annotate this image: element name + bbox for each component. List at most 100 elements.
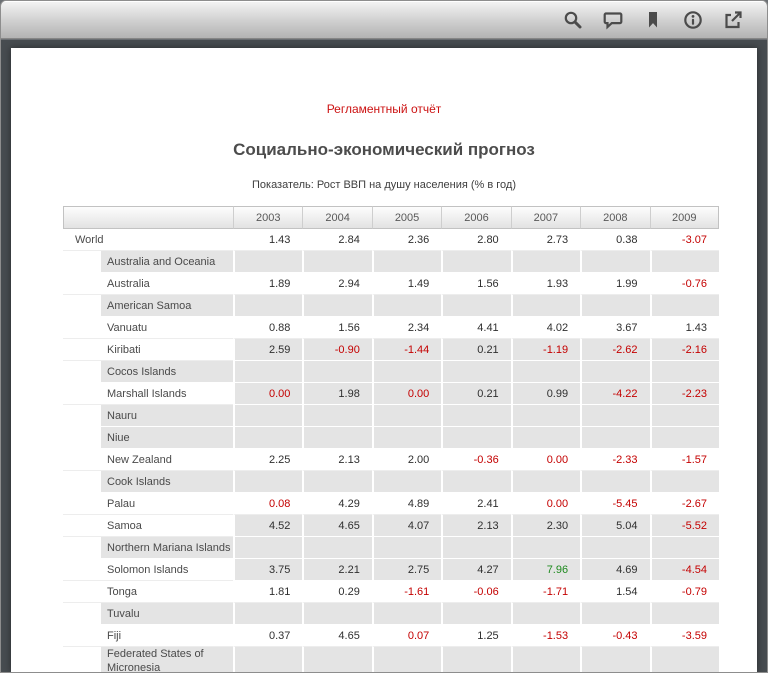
value-cell [371, 427, 442, 449]
value-cell: 1.54 [580, 581, 650, 603]
value-cell: -2.16 [649, 339, 719, 361]
row-label[interactable]: Marshall Islands [63, 383, 233, 405]
value-cell [302, 471, 372, 493]
value-cell: 0.88 [233, 317, 303, 339]
value-cell: -1.44 [371, 339, 442, 361]
value-cell: 1.56 [441, 273, 511, 295]
value-cell: 0.29 [302, 581, 372, 603]
value-cell: 0.00 [233, 383, 303, 405]
value-cell [233, 537, 303, 559]
value-cell: -3.59 [649, 625, 719, 647]
row-label[interactable]: Australia [63, 273, 233, 295]
value-cell [233, 361, 303, 383]
row-label[interactable]: Cook Islands [63, 471, 233, 493]
search-icon[interactable] [559, 6, 587, 34]
report-kicker: Регламентный отчёт [326, 102, 442, 116]
value-cell: 4.65 [302, 625, 372, 647]
value-cell: 7.96 [510, 559, 581, 581]
row-label[interactable]: New Zealand [63, 449, 233, 471]
value-cell [510, 427, 581, 449]
row-label[interactable]: Palau [63, 493, 233, 515]
row-label[interactable]: Tonga [63, 581, 233, 603]
value-cell: -0.79 [649, 581, 719, 603]
row-label[interactable]: Vanuatu [63, 317, 233, 339]
value-cell: 4.52 [233, 515, 303, 537]
value-cell [441, 537, 511, 559]
value-cell: 2.00 [371, 449, 442, 471]
value-cell [580, 361, 650, 383]
row-label[interactable]: Northern Mariana Islands [63, 537, 233, 559]
table-row: Tuvalu [63, 603, 719, 625]
table-body: World 1.43 2.84 2.36 2.80 2.73 0.38 -3.07 Austra… [63, 229, 719, 672]
row-label[interactable]: Tuvalu [63, 603, 233, 625]
value-cell: 0.21 [441, 383, 511, 405]
row-label[interactable]: Fiji [63, 625, 233, 647]
export-icon[interactable] [719, 6, 747, 34]
row-label[interactable]: Australia and Oceania [63, 251, 233, 273]
value-cell [580, 471, 650, 493]
data-table: 2003 2004 2005 2006 2007 2008 2009 World 1.43 2.… [63, 206, 719, 672]
value-cell [580, 647, 650, 672]
row-label[interactable]: American Samoa [63, 295, 233, 317]
row-label[interactable]: Nauru [63, 405, 233, 427]
value-cell [580, 405, 650, 427]
value-cell: 3.75 [233, 559, 303, 581]
row-label[interactable]: Niue [63, 427, 233, 449]
year-header: 2008 [580, 206, 650, 229]
value-cell: -0.36 [441, 449, 511, 471]
bookmark-icon[interactable] [639, 6, 667, 34]
value-cell: 2.13 [302, 449, 372, 471]
comment-icon[interactable] [599, 6, 627, 34]
value-cell: -0.76 [649, 273, 719, 295]
value-cell: -1.57 [649, 449, 719, 471]
value-cell: -4.54 [649, 559, 719, 581]
value-cell [580, 603, 650, 625]
value-cell: 2.25 [233, 449, 303, 471]
table-row: Samoa 4.52 4.65 4.07 2.13 2.30 5.04 -5.52 [63, 515, 719, 537]
row-label[interactable]: Samoa [63, 515, 233, 537]
value-cell: -3.07 [649, 229, 719, 251]
table-row: Tonga 1.81 0.29 -1.61 -0.06 -1.71 1.54 -0.79 [63, 581, 719, 603]
value-cell: 0.37 [233, 625, 303, 647]
value-cell [233, 405, 303, 427]
value-cell [371, 361, 442, 383]
value-cell [649, 251, 719, 273]
row-label[interactable]: Cocos Islands [63, 361, 233, 383]
table-row: Cook Islands [63, 471, 719, 493]
report-subtitle: Показатель: Рост ВВП на душу населения (… [251, 179, 516, 191]
value-cell [580, 537, 650, 559]
row-label[interactable]: Kiribati [63, 339, 233, 361]
table-row: Marshall Islands 0.00 1.98 0.00 0.21 0.99 -4.2… [63, 383, 719, 405]
value-cell: 0.08 [233, 493, 303, 515]
value-cell: 1.56 [302, 317, 372, 339]
row-label[interactable]: Federated States of Micronesia [63, 647, 233, 672]
value-cell: 4.41 [441, 317, 511, 339]
year-header: 2003 [233, 206, 303, 229]
value-cell: -2.67 [649, 493, 719, 515]
value-cell: -0.90 [302, 339, 372, 361]
value-cell [510, 251, 581, 273]
info-icon[interactable] [679, 6, 707, 34]
value-cell [233, 471, 303, 493]
row-label-header [63, 206, 233, 229]
table-row: Niue [63, 427, 719, 449]
value-cell [441, 427, 511, 449]
year-header: 2004 [302, 206, 372, 229]
value-cell [441, 295, 511, 317]
value-cell: 1.81 [233, 581, 303, 603]
value-cell [441, 647, 511, 672]
value-cell [302, 251, 372, 273]
value-cell: -0.06 [441, 581, 511, 603]
row-label[interactable]: World [63, 229, 233, 251]
value-cell: 0.00 [371, 383, 442, 405]
year-header: 2009 [649, 206, 719, 229]
value-cell [441, 361, 511, 383]
value-cell: 2.73 [510, 229, 581, 251]
value-cell: 1.25 [441, 625, 511, 647]
value-cell [371, 295, 442, 317]
value-cell: 5.04 [580, 515, 650, 537]
row-label[interactable]: Solomon Islands [63, 559, 233, 581]
value-cell [510, 537, 581, 559]
value-cell: -4.22 [580, 383, 650, 405]
